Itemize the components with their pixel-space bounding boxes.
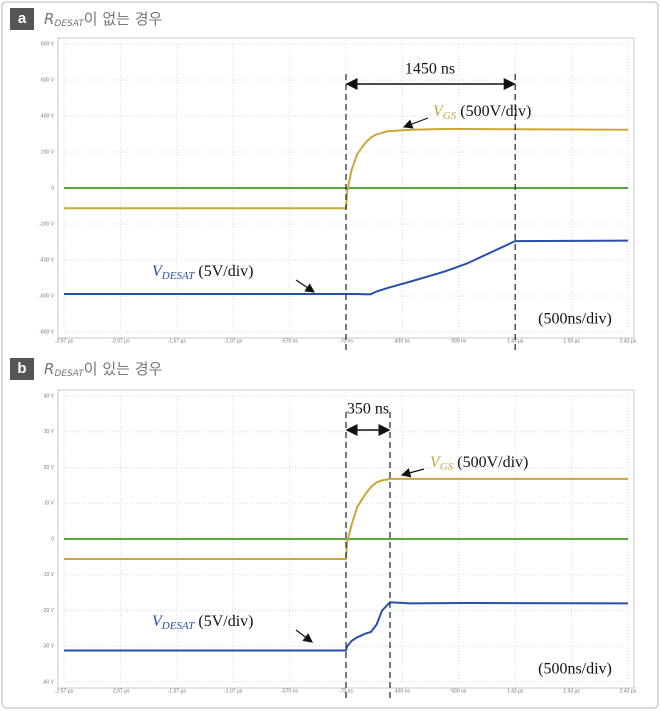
x-tick-label: 930 ns bbox=[451, 338, 467, 344]
x-tick-label: -1.57 µs bbox=[168, 688, 187, 694]
y-tick-label: -600 V bbox=[39, 293, 54, 299]
figure: aRDESAT이 없는 경우800 V600 V400 V200 V0-200 … bbox=[0, 0, 661, 711]
time-scale-label: (500ns/div) bbox=[538, 661, 612, 678]
x-tick-label: -1.57 µs bbox=[168, 338, 187, 344]
y-tick-label: -400 V bbox=[39, 257, 54, 263]
x-tick-label: -2.07 µs bbox=[111, 338, 130, 344]
y-tick-label: -20 V bbox=[42, 608, 55, 614]
x-tick-label: -2.07 µs bbox=[111, 688, 130, 694]
x-tick-label: -2.57 µs bbox=[55, 688, 74, 694]
x-tick-label: -2.57 µs bbox=[55, 338, 74, 344]
y-tick-label: -800 V bbox=[39, 329, 54, 335]
y-tick-label: 400 V bbox=[41, 113, 55, 119]
y-tick-label: 40 V bbox=[44, 393, 55, 399]
y-tick-label: 0 bbox=[51, 536, 54, 542]
x-tick-label: -1.07 µs bbox=[224, 338, 243, 344]
trace-subscript: DESAT bbox=[161, 620, 195, 632]
y-tick-label: -200 V bbox=[39, 221, 54, 227]
y-tick-label: 30 V bbox=[44, 429, 55, 435]
span-label: 350 ns bbox=[347, 401, 389, 418]
title-symbol: R bbox=[44, 360, 54, 378]
title-subscript: DESAT bbox=[54, 369, 85, 379]
panel-label: a bbox=[18, 10, 27, 27]
x-tick-label: 1.43 µs bbox=[507, 688, 524, 694]
title-text: 이 있는 경우 bbox=[84, 360, 163, 378]
y-tick-label: 800 V bbox=[41, 41, 55, 47]
y-tick-label: 200 V bbox=[41, 149, 55, 155]
y-tick-label: -40 V bbox=[42, 679, 55, 685]
trace-scale: (500V/div) bbox=[460, 103, 531, 120]
span-label: 1450 ns bbox=[405, 61, 455, 78]
trace-scale: (5V/div) bbox=[198, 263, 253, 280]
x-tick-label: 2.43 µs bbox=[620, 338, 637, 344]
trace-subscript: GS bbox=[440, 461, 454, 473]
panel-label: b bbox=[17, 360, 26, 377]
x-tick-label: -570 ns bbox=[281, 338, 298, 344]
y-tick-label: 600 V bbox=[41, 77, 55, 83]
x-tick-label: 430 ns bbox=[395, 688, 411, 694]
x-tick-label: 930 ns bbox=[451, 688, 467, 694]
title-subscript: DESAT bbox=[54, 19, 85, 29]
trace-scale: (5V/div) bbox=[198, 613, 253, 630]
x-tick-label: 1.93 µs bbox=[563, 338, 580, 344]
x-tick-label: 430 ns bbox=[395, 338, 411, 344]
y-tick-label: 20 V bbox=[44, 465, 55, 471]
y-tick-label: -10 V bbox=[42, 572, 55, 578]
time-scale-label: (500ns/div) bbox=[538, 311, 612, 328]
page: {"chart_data":[ {"type":"line","panel":"… bbox=[0, 0, 661, 711]
title-symbol: R bbox=[44, 10, 54, 28]
x-tick-label: -1.07 µs bbox=[224, 688, 243, 694]
y-tick-label: 10 V bbox=[44, 501, 55, 507]
x-tick-label: -570 ns bbox=[281, 688, 298, 694]
title-text: 이 없는 경우 bbox=[84, 10, 163, 28]
x-tick-label: 2.43 µs bbox=[620, 688, 637, 694]
x-tick-label: 1.93 µs bbox=[563, 688, 580, 694]
trace-subscript: DESAT bbox=[161, 270, 195, 282]
trace-scale: (500V/div) bbox=[457, 454, 528, 471]
y-tick-label: 0 bbox=[51, 185, 54, 191]
y-tick-label: -30 V bbox=[42, 644, 55, 650]
trace-subscript: GS bbox=[443, 110, 457, 122]
